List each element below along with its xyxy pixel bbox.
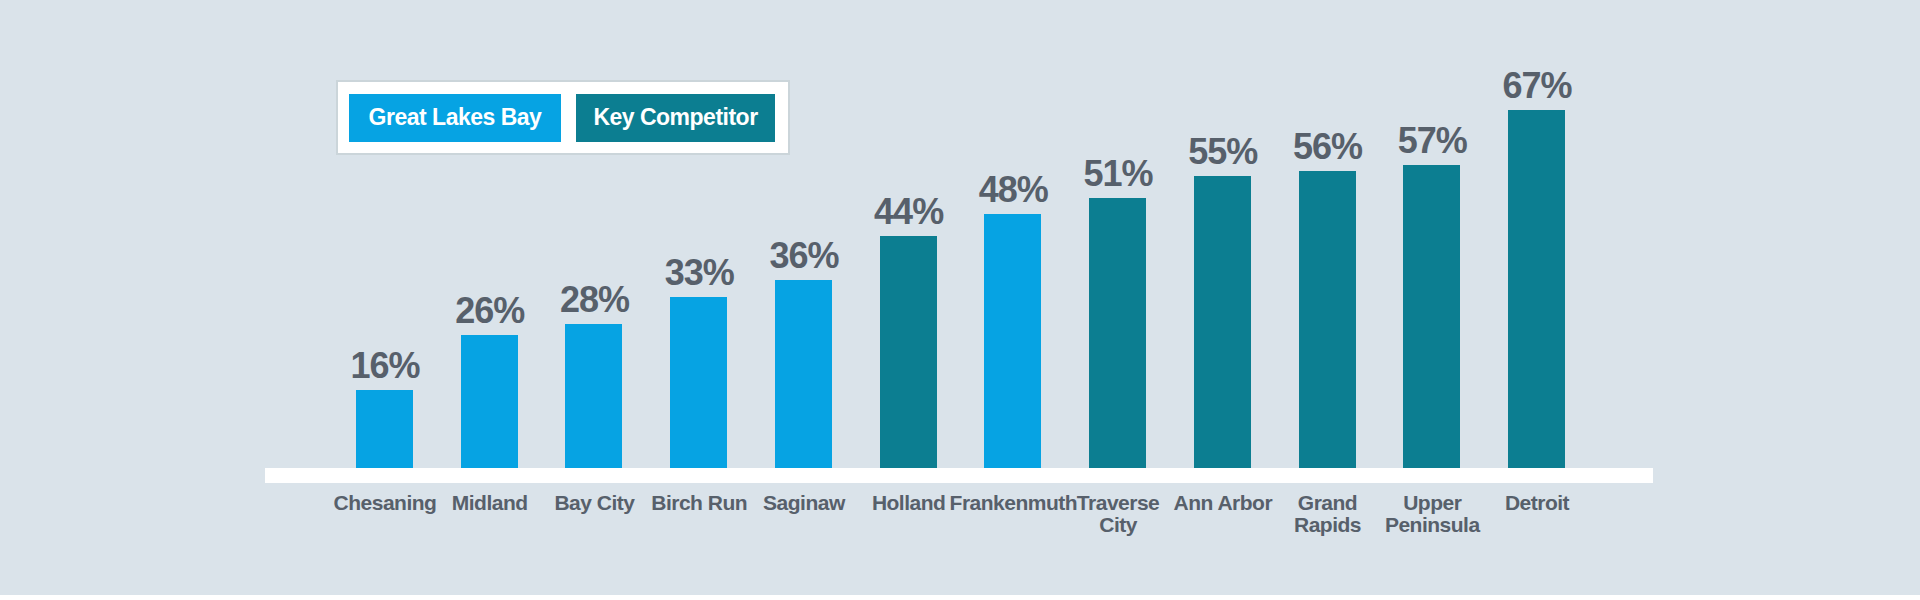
bar: [984, 214, 1041, 468]
bar: [775, 280, 832, 468]
legend: Great Lakes Bay Key Competitor: [336, 80, 790, 155]
bar-value-label: 67%: [1482, 68, 1592, 104]
category-label: Detroit: [1437, 492, 1637, 514]
chart-canvas: 16%Chesaning26%Midland28%Bay City33%Birc…: [0, 0, 1920, 600]
bar-value-label: 57%: [1377, 123, 1487, 159]
bar-value-label: 51%: [1063, 156, 1173, 192]
bar: [1194, 176, 1251, 468]
bar: [1508, 110, 1565, 468]
bar: [356, 390, 413, 468]
bar-column-detroit: 67%Detroit: [1482, 0, 1592, 600]
bar-value-label: 56%: [1273, 129, 1383, 165]
legend-label: Great Lakes Bay: [369, 104, 542, 131]
legend-item-great-lakes-bay: Great Lakes Bay: [349, 94, 561, 142]
legend-label: Key Competitor: [593, 104, 757, 131]
bar: [1403, 165, 1460, 468]
bar-value-label: 55%: [1168, 134, 1278, 170]
plot-area: 16%Chesaning26%Midland28%Bay City33%Birc…: [0, 0, 1920, 600]
legend-item-key-competitor: Key Competitor: [576, 94, 775, 142]
bar-value-label: 44%: [854, 194, 964, 230]
bar: [1089, 198, 1146, 468]
bar-value-label: 33%: [644, 255, 754, 291]
bar-value-label: 16%: [330, 348, 440, 384]
bar: [461, 335, 518, 468]
bar: [1299, 171, 1356, 468]
bar: [565, 324, 622, 468]
bar-value-label: 28%: [539, 282, 649, 318]
bar: [670, 297, 727, 468]
bar-value-label: 36%: [749, 238, 859, 274]
bar-value-label: 26%: [435, 293, 545, 329]
page-bottom-edge: [0, 595, 1920, 600]
bar-value-label: 48%: [958, 172, 1068, 208]
x-axis-baseline: [265, 468, 1653, 483]
bar: [880, 236, 937, 468]
